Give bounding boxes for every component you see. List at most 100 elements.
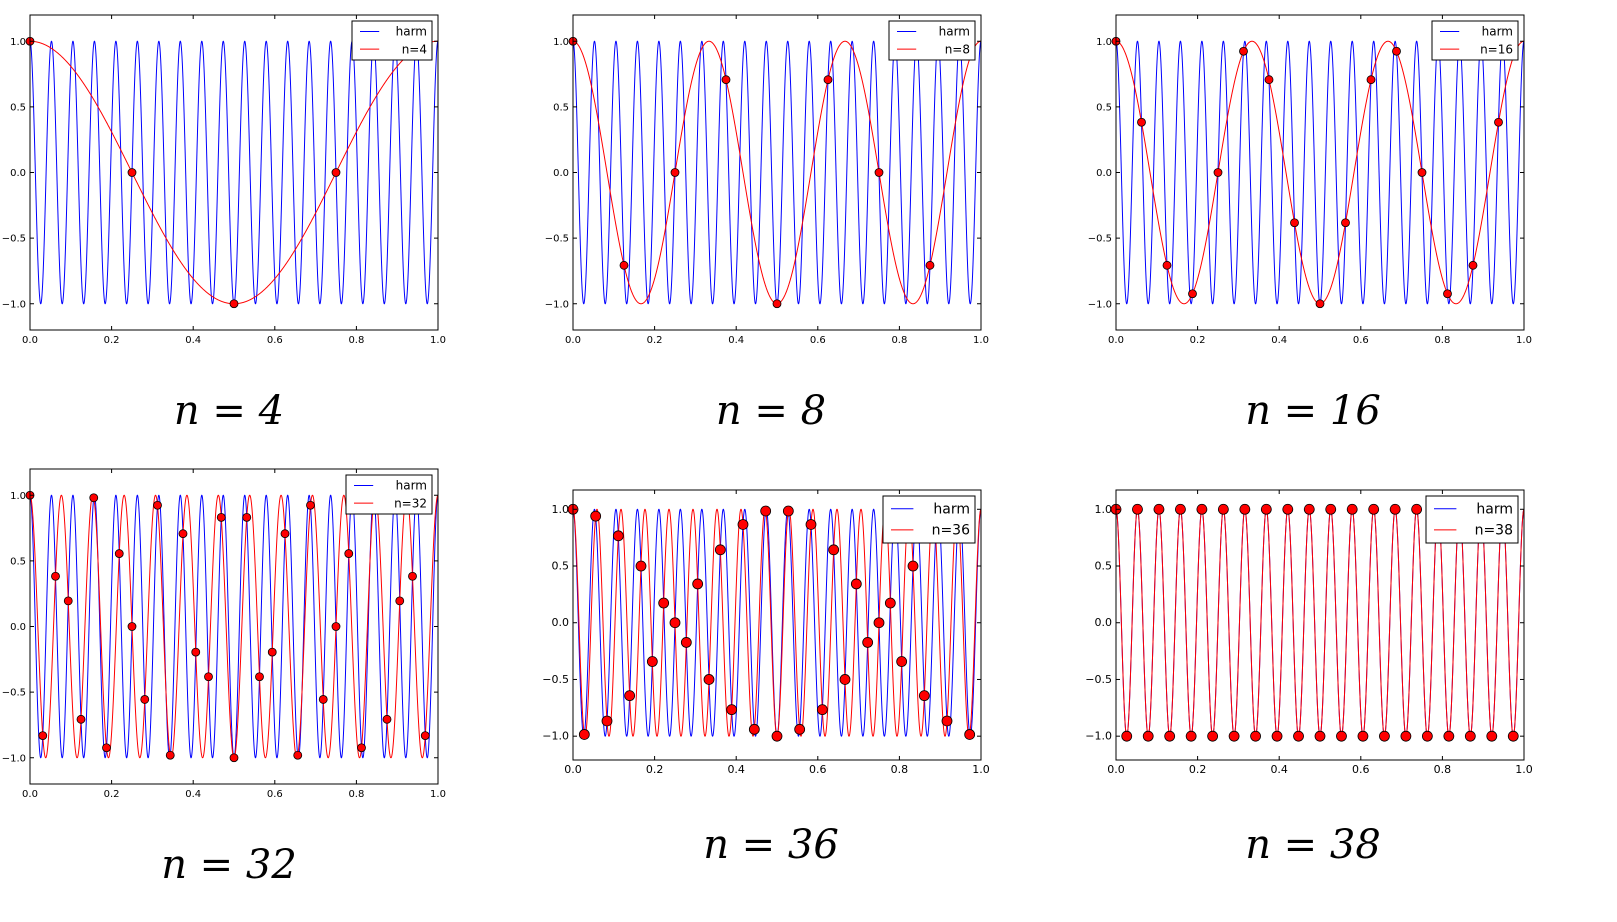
legend-label: n=8 bbox=[945, 42, 970, 56]
sample-point bbox=[1392, 46, 1401, 56]
axes-frame bbox=[1115, 489, 1525, 761]
sample-point bbox=[1188, 289, 1197, 299]
sample-point bbox=[1443, 289, 1452, 299]
x-tick-label: 0.8 bbox=[1434, 335, 1450, 346]
axes-frame bbox=[572, 14, 982, 331]
y-tick-label: 0.5 bbox=[1096, 102, 1112, 113]
sample-point bbox=[1411, 503, 1423, 515]
sample-point bbox=[896, 656, 908, 667]
sample-point bbox=[1132, 503, 1143, 515]
series-line-harm bbox=[1116, 40, 1524, 305]
subplot-title-n16: n = 16 bbox=[1245, 388, 1381, 434]
sample-point bbox=[1137, 117, 1146, 127]
sample-point bbox=[964, 729, 976, 740]
x-tick-label: 1.0 bbox=[1515, 763, 1533, 776]
sample-point bbox=[1217, 503, 1229, 515]
x-tick-label: 1.0 bbox=[1516, 335, 1532, 346]
x-tick-label: 0.0 bbox=[565, 335, 581, 346]
legend-label: n=38 bbox=[1475, 523, 1513, 539]
subplot-title-n32: n = 32 bbox=[161, 842, 297, 888]
y-tick-label: 1.0 bbox=[552, 503, 570, 516]
sample-point bbox=[1271, 730, 1283, 742]
x-tick-label: 0.6 bbox=[267, 789, 283, 800]
x-tick-label: 0.8 bbox=[891, 763, 909, 776]
x-tick-label: 0.4 bbox=[728, 335, 744, 346]
sample-point bbox=[1464, 730, 1476, 742]
subplot-title-n8: n = 8 bbox=[715, 388, 827, 434]
sample-point bbox=[839, 674, 851, 685]
sample-point bbox=[816, 704, 828, 716]
sample-point bbox=[941, 715, 953, 727]
x-tick-label: 0.4 bbox=[1270, 763, 1288, 776]
sample-point bbox=[1213, 168, 1223, 177]
legend-label: harm bbox=[1476, 502, 1513, 518]
axes-frame bbox=[29, 14, 439, 331]
y-tick-label: −1.0 bbox=[545, 299, 569, 310]
sample-point bbox=[306, 500, 315, 510]
sample-point bbox=[748, 723, 760, 735]
y-tick-label: 0.0 bbox=[553, 168, 569, 179]
y-tick-label: 0.5 bbox=[552, 560, 570, 573]
sample-point bbox=[669, 617, 681, 629]
legend-label: harm bbox=[1482, 25, 1513, 39]
legend-label: harm bbox=[396, 479, 427, 493]
sample-point bbox=[1341, 218, 1350, 228]
sample-point bbox=[1228, 730, 1240, 742]
legend-label: harm bbox=[939, 25, 970, 39]
subplot-6: 0.0 0.2 0.4 0.6 0.8 1.0 1.0 0.5 0.0 −0.5 −1.0 harm n… bbox=[1085, 489, 1533, 776]
x-tick-label: 0.6 bbox=[267, 335, 283, 346]
x-tick-label: 0.8 bbox=[1434, 763, 1452, 776]
subplot-1: 0.0 0.2 0.4 0.6 0.8 1.0 1.0 0.5 0.0 −0.5 −1.0 harm n… bbox=[2, 14, 446, 346]
sample-point bbox=[382, 714, 392, 724]
legend-box bbox=[1425, 495, 1519, 544]
sample-point bbox=[1282, 503, 1294, 515]
sample-point bbox=[692, 578, 704, 590]
sample-point bbox=[153, 500, 162, 510]
sample-point bbox=[714, 544, 726, 556]
x-tick-label: 0.0 bbox=[22, 789, 38, 800]
legend-box bbox=[888, 20, 976, 61]
series-line-n=8 bbox=[573, 40, 981, 305]
sample-point bbox=[918, 690, 930, 702]
sample-point bbox=[1121, 730, 1133, 742]
series-line-harm bbox=[30, 494, 438, 759]
sample-point bbox=[726, 704, 738, 716]
y-tick-label: 1.0 bbox=[1096, 37, 1112, 48]
y-tick-label: −1.0 bbox=[542, 730, 569, 743]
subplot-5: 0.0 0.2 0.4 0.6 0.8 1.0 1.0 0.5 0.0 −0.5 −1.0 harm n… bbox=[542, 489, 990, 776]
subplot-title-n36: n = 36 bbox=[703, 822, 839, 868]
sample-point bbox=[1239, 46, 1248, 56]
y-tick-label: −1.0 bbox=[2, 299, 26, 310]
sample-point bbox=[267, 647, 277, 657]
sample-point bbox=[590, 510, 602, 522]
legend: harm n=38 bbox=[1425, 495, 1519, 544]
axes-frame bbox=[1115, 14, 1525, 331]
sample-point bbox=[1185, 730, 1197, 742]
x-tick-label: 0.8 bbox=[348, 335, 364, 346]
x-tick-label: 0.2 bbox=[104, 789, 120, 800]
sample-point bbox=[873, 617, 885, 629]
sample-point bbox=[1175, 503, 1186, 515]
x-tick-label: 0.6 bbox=[809, 763, 827, 776]
x-tick-label: 1.0 bbox=[430, 789, 446, 800]
series-line-n=4 bbox=[30, 40, 438, 305]
sample-point bbox=[862, 637, 874, 648]
sample-point bbox=[255, 672, 264, 682]
legend-box bbox=[1431, 20, 1519, 61]
sample-point bbox=[1142, 730, 1154, 742]
y-tick-label: 0.5 bbox=[10, 556, 26, 567]
sample-point bbox=[658, 597, 670, 609]
sample-point bbox=[102, 743, 111, 753]
y-tick-label: 0.5 bbox=[553, 102, 569, 113]
y-tick-label: −0.5 bbox=[2, 688, 26, 699]
legend: harm n=32 bbox=[345, 474, 433, 515]
sample-point bbox=[805, 519, 817, 530]
sample-point bbox=[395, 596, 405, 606]
x-tick-label: 0.6 bbox=[1353, 335, 1369, 346]
sample-point bbox=[1207, 730, 1219, 742]
sample-point bbox=[229, 753, 239, 763]
sample-point bbox=[1314, 730, 1326, 742]
legend-label: n=16 bbox=[1480, 42, 1513, 56]
legend-box bbox=[882, 495, 976, 544]
